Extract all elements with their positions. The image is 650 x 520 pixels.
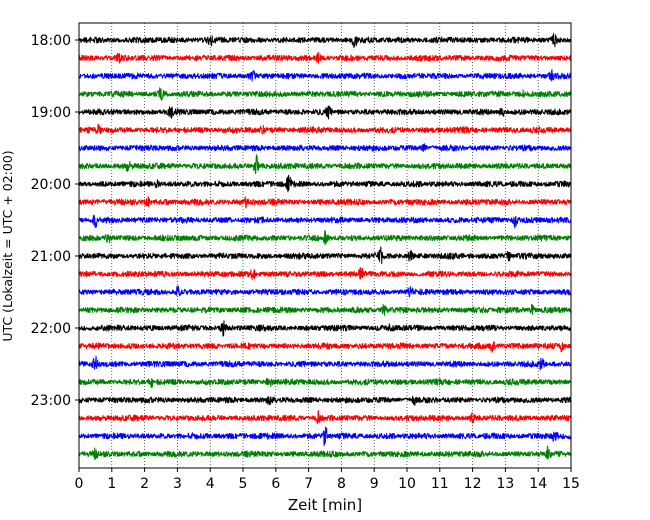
y-axis-label: UTC (Lokalzeit = UTC + 02:00) <box>0 150 15 341</box>
y-tick-label: 21:00 <box>31 249 71 265</box>
y-tick-label: 19:00 <box>31 105 71 121</box>
trace-line-2130 <box>78 285 572 298</box>
trace-line-1900 <box>78 105 572 120</box>
trace-line-2245 <box>78 377 572 388</box>
x-tick-label: 12 <box>464 476 482 492</box>
x-tick-label: 8 <box>337 476 346 492</box>
trace-line-1845 <box>78 87 572 101</box>
x-tick-label: 6 <box>271 476 280 492</box>
x-tick-label: 2 <box>140 476 149 492</box>
trace-line-2000 <box>78 174 572 193</box>
trace-line-2315 <box>78 410 572 424</box>
trace-line-1930 <box>78 143 572 152</box>
x-tick-label: 1 <box>107 476 116 492</box>
trace-line-1800 <box>78 32 572 48</box>
trace-line-2215 <box>78 341 572 353</box>
x-axis-ticks: 0 1 2 3 4 5 6 7 8 9 10 11 12 13 14 15 <box>75 468 580 492</box>
plot-border <box>78 22 572 469</box>
x-tick-label: 11 <box>431 476 449 492</box>
trace-line-2330 <box>78 426 572 447</box>
x-tick-label: 13 <box>496 476 514 492</box>
trace-line-2100 <box>78 246 572 265</box>
x-tick-label: 14 <box>529 476 547 492</box>
trace-line-1815 <box>78 51 572 64</box>
x-tick-label: 0 <box>75 476 84 492</box>
trace-line-2230 <box>78 355 572 371</box>
y-axis-ticks: 18:00 19:00 20:00 21:00 22:00 23:00 <box>31 33 79 409</box>
trace-line-2015 <box>78 196 572 209</box>
y-tick-label: 22:00 <box>31 321 71 337</box>
trace-line-2145 <box>78 303 572 317</box>
trace-line-1915 <box>78 123 572 135</box>
x-tick-label: 3 <box>173 476 182 492</box>
x-tick-label: 9 <box>370 476 379 492</box>
x-tick-label: 4 <box>206 476 215 492</box>
trace-line-2115 <box>78 267 572 280</box>
x-tick-label: 10 <box>398 476 416 492</box>
x-tick-label: 5 <box>239 476 248 492</box>
y-tick-label: 18:00 <box>31 33 71 49</box>
trace-line-2030 <box>78 214 572 229</box>
trace-line-2045 <box>78 230 572 246</box>
trace-line-2345 <box>78 445 572 460</box>
x-tick-label: 7 <box>304 476 313 492</box>
y-tick-label: 20:00 <box>31 177 71 193</box>
y-tick-label: 23:00 <box>31 393 71 409</box>
x-axis-label: Zeit [min] <box>288 496 362 514</box>
x-tick-label: 15 <box>562 476 580 492</box>
trace-line-1830 <box>78 69 572 82</box>
trace-line-1945 <box>78 154 572 175</box>
trace-line-2200 <box>78 320 572 337</box>
grid-lines <box>111 23 539 468</box>
trace-layer <box>78 32 572 460</box>
trace-line-2300 <box>78 395 572 406</box>
